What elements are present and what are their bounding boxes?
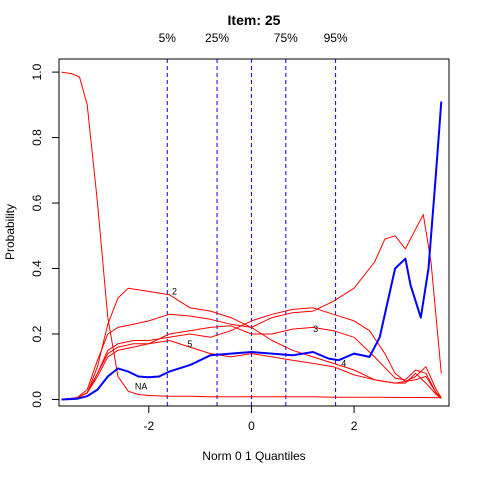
series-labels: 2 3 5 4 NA — [135, 286, 346, 391]
x-tick-label: 0 — [248, 419, 255, 433]
x-tick-label: -2 — [143, 419, 154, 433]
series-label: NA — [135, 381, 148, 391]
series-line — [61, 71, 442, 399]
quantile-label: 5% — [159, 31, 177, 45]
y-tick-label: 0.4 — [30, 260, 44, 277]
series-line — [61, 340, 442, 400]
y-axis-label: Probability — [3, 204, 17, 260]
quantile-lines: 5% 25% 75% 95% — [159, 31, 348, 406]
quantile-label: 75% — [274, 31, 298, 45]
y-tick-label: 1.0 — [30, 63, 44, 80]
series-label: 4 — [341, 358, 346, 368]
x-tick-label: 2 — [351, 419, 358, 433]
series-group — [61, 71, 443, 401]
series-line — [61, 287, 442, 400]
series-line — [61, 325, 442, 400]
chart-title: Item: 25 — [228, 12, 281, 28]
series-label: 2 — [172, 286, 177, 296]
y-tick-label: 0.6 — [30, 194, 44, 211]
series-line — [61, 101, 443, 401]
x-axis-label: Norm 0 1 Quantiles — [202, 449, 305, 463]
y-axis: 0.0 0.2 0.4 0.6 0.8 1.0 — [30, 63, 60, 408]
y-tick-label: 0.8 — [30, 129, 44, 146]
series-label: 3 — [313, 324, 318, 334]
series-line — [61, 307, 442, 400]
y-tick-label: 0.2 — [30, 325, 44, 342]
series-label: 5 — [187, 339, 192, 349]
series-line — [61, 214, 442, 400]
x-axis: -2 0 2 — [143, 405, 358, 433]
quantile-label: 95% — [324, 31, 348, 45]
quantile-label: 25% — [205, 31, 229, 45]
y-tick-label: 0.0 — [30, 391, 44, 408]
